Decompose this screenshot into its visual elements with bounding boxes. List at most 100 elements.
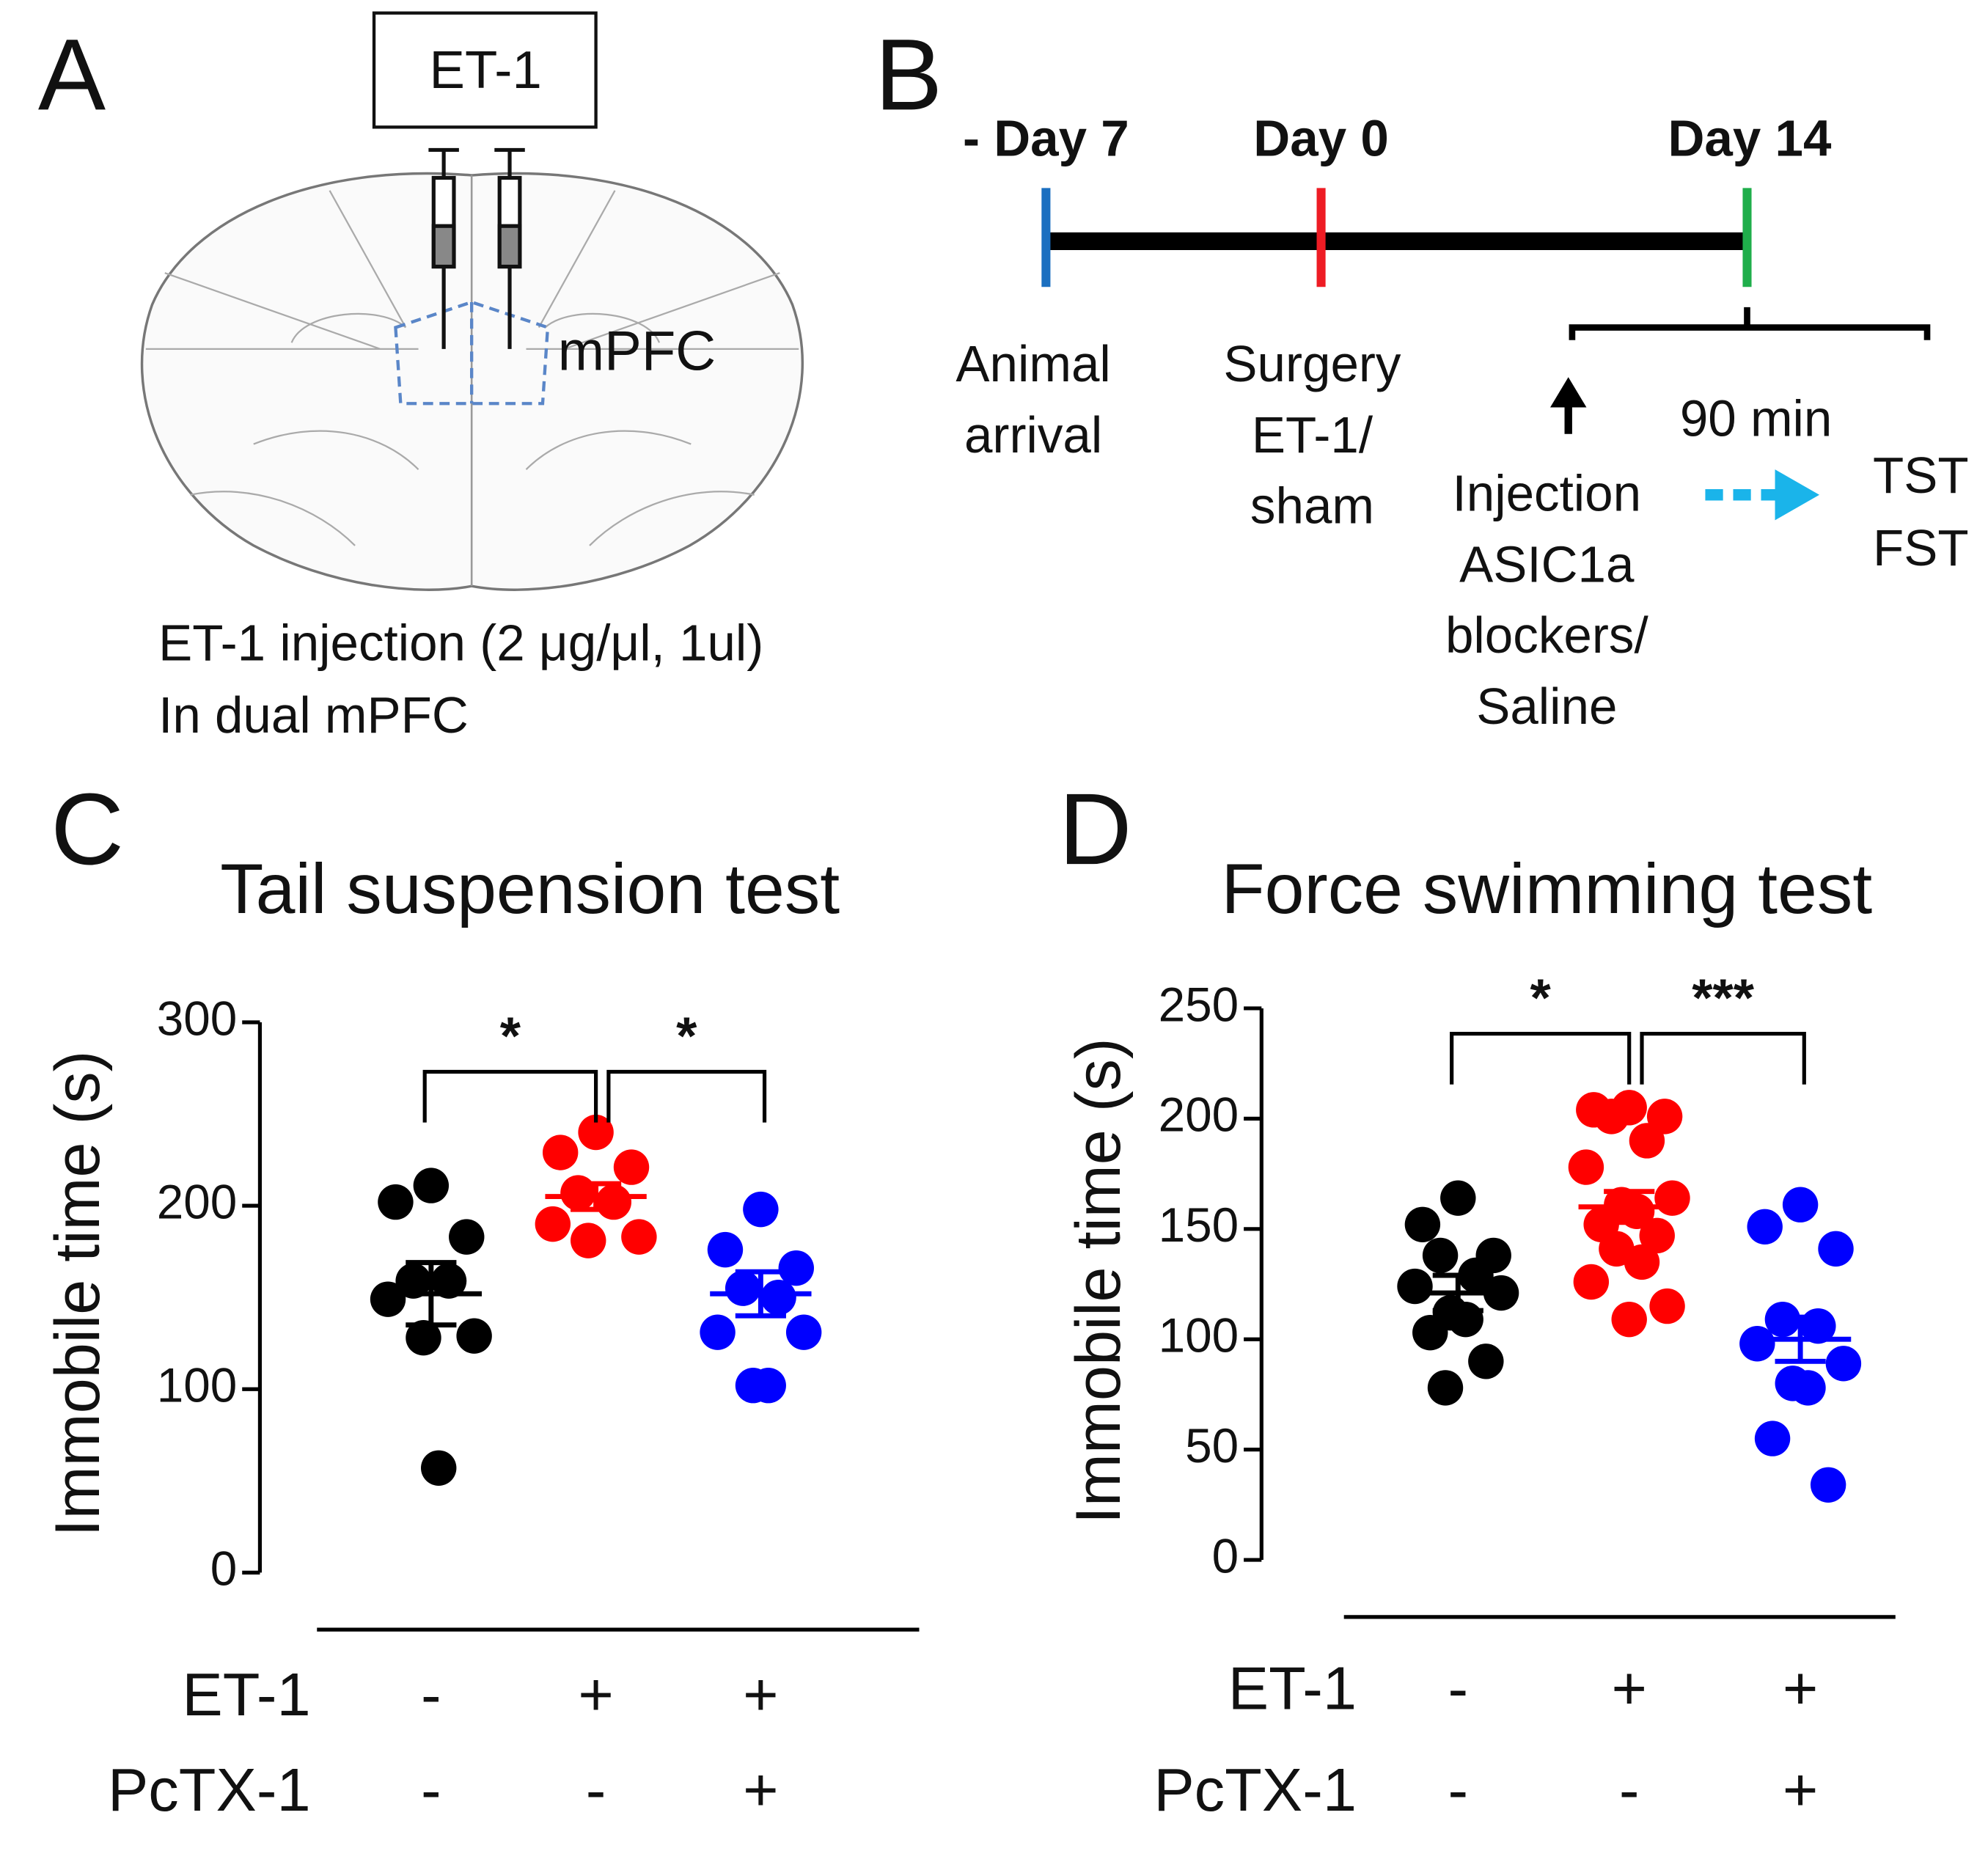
panel-label: B [875, 18, 942, 131]
y-tick-label: 100 [1159, 1309, 1239, 1363]
row-value: - [1619, 1756, 1640, 1824]
significance-label: *** [1692, 969, 1755, 1028]
row-value: + [743, 1756, 778, 1824]
data-point [1747, 1209, 1783, 1245]
test-label: TST [1873, 447, 1969, 504]
data-point [1427, 1370, 1464, 1406]
data-point [535, 1206, 571, 1242]
row-value: + [1611, 1654, 1646, 1723]
row-value: + [578, 1660, 613, 1729]
interval-label: 90 min [1680, 389, 1833, 447]
data-point [595, 1184, 632, 1220]
data-point [1448, 1301, 1483, 1338]
significance-label: * [676, 1006, 697, 1066]
data-point [1646, 1099, 1683, 1135]
data-point [700, 1314, 736, 1350]
data-point [1573, 1264, 1610, 1300]
data-point [1397, 1268, 1433, 1305]
box-text: ET-1 [430, 40, 542, 100]
y-tick-label: 100 [157, 1359, 238, 1412]
injection-arrow [1549, 377, 1587, 434]
row-value: - [421, 1756, 441, 1824]
y-tick-label: 200 [157, 1175, 238, 1228]
data-point [406, 1319, 441, 1356]
data-point [1593, 1099, 1629, 1135]
data-point [395, 1263, 431, 1299]
data-point [1412, 1314, 1448, 1351]
event-label: ASIC1a [1459, 535, 1635, 593]
y-axis-label: Immobile time (s) [1063, 1038, 1134, 1524]
data-point [725, 1270, 761, 1306]
data-point [370, 1281, 406, 1317]
data-point [621, 1219, 657, 1255]
data-point [707, 1231, 744, 1268]
panel-label: C [51, 773, 124, 886]
sem-bar [1775, 1314, 1826, 1364]
event-label: Saline [1476, 678, 1617, 735]
brain-detail [145, 190, 799, 546]
data-point [456, 1318, 492, 1354]
data-point [430, 1263, 467, 1299]
event-label: blockers/ [1445, 606, 1648, 664]
bracket [1569, 307, 1931, 340]
data-point [750, 1368, 786, 1404]
row-value: - [1448, 1654, 1468, 1723]
data-point [378, 1184, 414, 1220]
y-tick-label: 200 [1159, 1088, 1239, 1142]
data-point [1818, 1231, 1854, 1267]
sem-bar [571, 1181, 622, 1212]
event-label: sham [1250, 477, 1374, 535]
chart-title: Force swimming test [1222, 848, 1873, 928]
y-axis-label: Immobile time (s) [43, 1051, 113, 1537]
panel-label: A [38, 18, 106, 131]
data-point [571, 1223, 606, 1258]
interval-arrowhead [1775, 469, 1820, 521]
row-value: + [1783, 1756, 1818, 1824]
data-point [421, 1450, 457, 1486]
day-label: - Day 7 [963, 109, 1129, 166]
mpfc-region [394, 300, 550, 406]
data-point [613, 1149, 650, 1185]
data-point [760, 1279, 796, 1316]
row-value: - [586, 1756, 606, 1824]
data-point [1611, 1301, 1647, 1338]
sem-bar [1604, 1189, 1655, 1225]
significance-label: * [500, 1006, 521, 1066]
caption-line: In dual mPFC [158, 686, 469, 744]
data-point [542, 1135, 579, 1170]
sem-bar [1432, 1272, 1483, 1313]
row-value: + [1783, 1654, 1818, 1723]
row-value: + [743, 1660, 778, 1729]
y-tick-label: 300 [157, 992, 238, 1045]
data-point [1468, 1344, 1504, 1379]
event-label: arrival [964, 406, 1102, 463]
y-tick-label: 150 [1159, 1198, 1239, 1252]
data-point [413, 1168, 450, 1203]
data-point [1739, 1326, 1775, 1362]
significance-bracket [606, 1069, 767, 1123]
label-box [372, 11, 598, 129]
data-point [1790, 1370, 1826, 1406]
data-point [1422, 1237, 1459, 1274]
data-point [1568, 1149, 1604, 1185]
panel-label: D [1059, 773, 1132, 886]
data-point [1825, 1346, 1862, 1382]
data-point [1754, 1421, 1791, 1456]
event-label: Injection [1453, 464, 1642, 521]
data-point [1404, 1206, 1441, 1242]
y-tick-label: 0 [1212, 1529, 1239, 1583]
data-point [1649, 1288, 1685, 1324]
day-label: Day 14 [1668, 109, 1831, 166]
day-label: Day 0 [1253, 109, 1389, 166]
row-label: ET-1 [1228, 1654, 1357, 1723]
sem-bar [406, 1260, 457, 1328]
caption-line: ET-1 injection (2 μg/μl, 1ul) [158, 614, 763, 671]
panel-a: A ET-1 mPFC ET-1 injection (2 μg/μl, 1ul… [38, 11, 804, 744]
y-tick-label: 250 [1159, 978, 1239, 1031]
chart-title: Tail suspension test [220, 848, 840, 928]
event-label: ET-1/ [1252, 406, 1373, 463]
event-label: Animal [956, 335, 1110, 392]
test-label: FST [1873, 519, 1969, 576]
data-point [1654, 1180, 1690, 1216]
data-point [1624, 1244, 1660, 1280]
